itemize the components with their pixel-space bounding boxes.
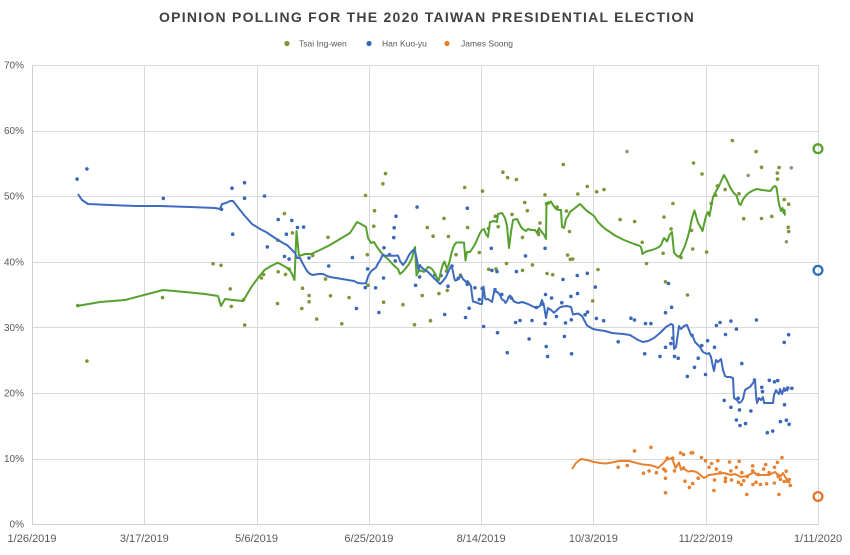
svg-text:50%: 50% (4, 192, 24, 203)
svg-text:3/17/2019: 3/17/2019 (120, 533, 169, 545)
svg-text:11/22/2019: 11/22/2019 (679, 533, 733, 545)
svg-text:6/25/2019: 6/25/2019 (344, 533, 393, 545)
svg-text:0%: 0% (10, 520, 25, 531)
svg-text:5/6/2019: 5/6/2019 (235, 533, 278, 545)
svg-text:20%: 20% (4, 389, 24, 400)
svg-text:1/26/2019: 1/26/2019 (8, 533, 57, 545)
svg-text:40%: 40% (4, 257, 24, 268)
svg-text:OPINION POLLING FOR THE 2020 T: OPINION POLLING FOR THE 2020 TAIWAN PRES… (159, 9, 695, 25)
svg-text:70%: 70% (4, 61, 24, 72)
svg-text:10%: 10% (4, 454, 24, 465)
svg-text:10/3/2019: 10/3/2019 (569, 533, 618, 545)
svg-text:Tsai Ing-wen: Tsai Ing-wen (299, 39, 347, 49)
svg-text:8/14/2019: 8/14/2019 (457, 533, 506, 545)
svg-text:James Soong: James Soong (461, 39, 513, 49)
svg-text:60%: 60% (4, 126, 24, 137)
svg-text:1/11/2020: 1/11/2020 (794, 533, 842, 545)
svg-text:Han Kuo-yu: Han Kuo-yu (382, 39, 427, 49)
svg-text:30%: 30% (4, 323, 24, 334)
